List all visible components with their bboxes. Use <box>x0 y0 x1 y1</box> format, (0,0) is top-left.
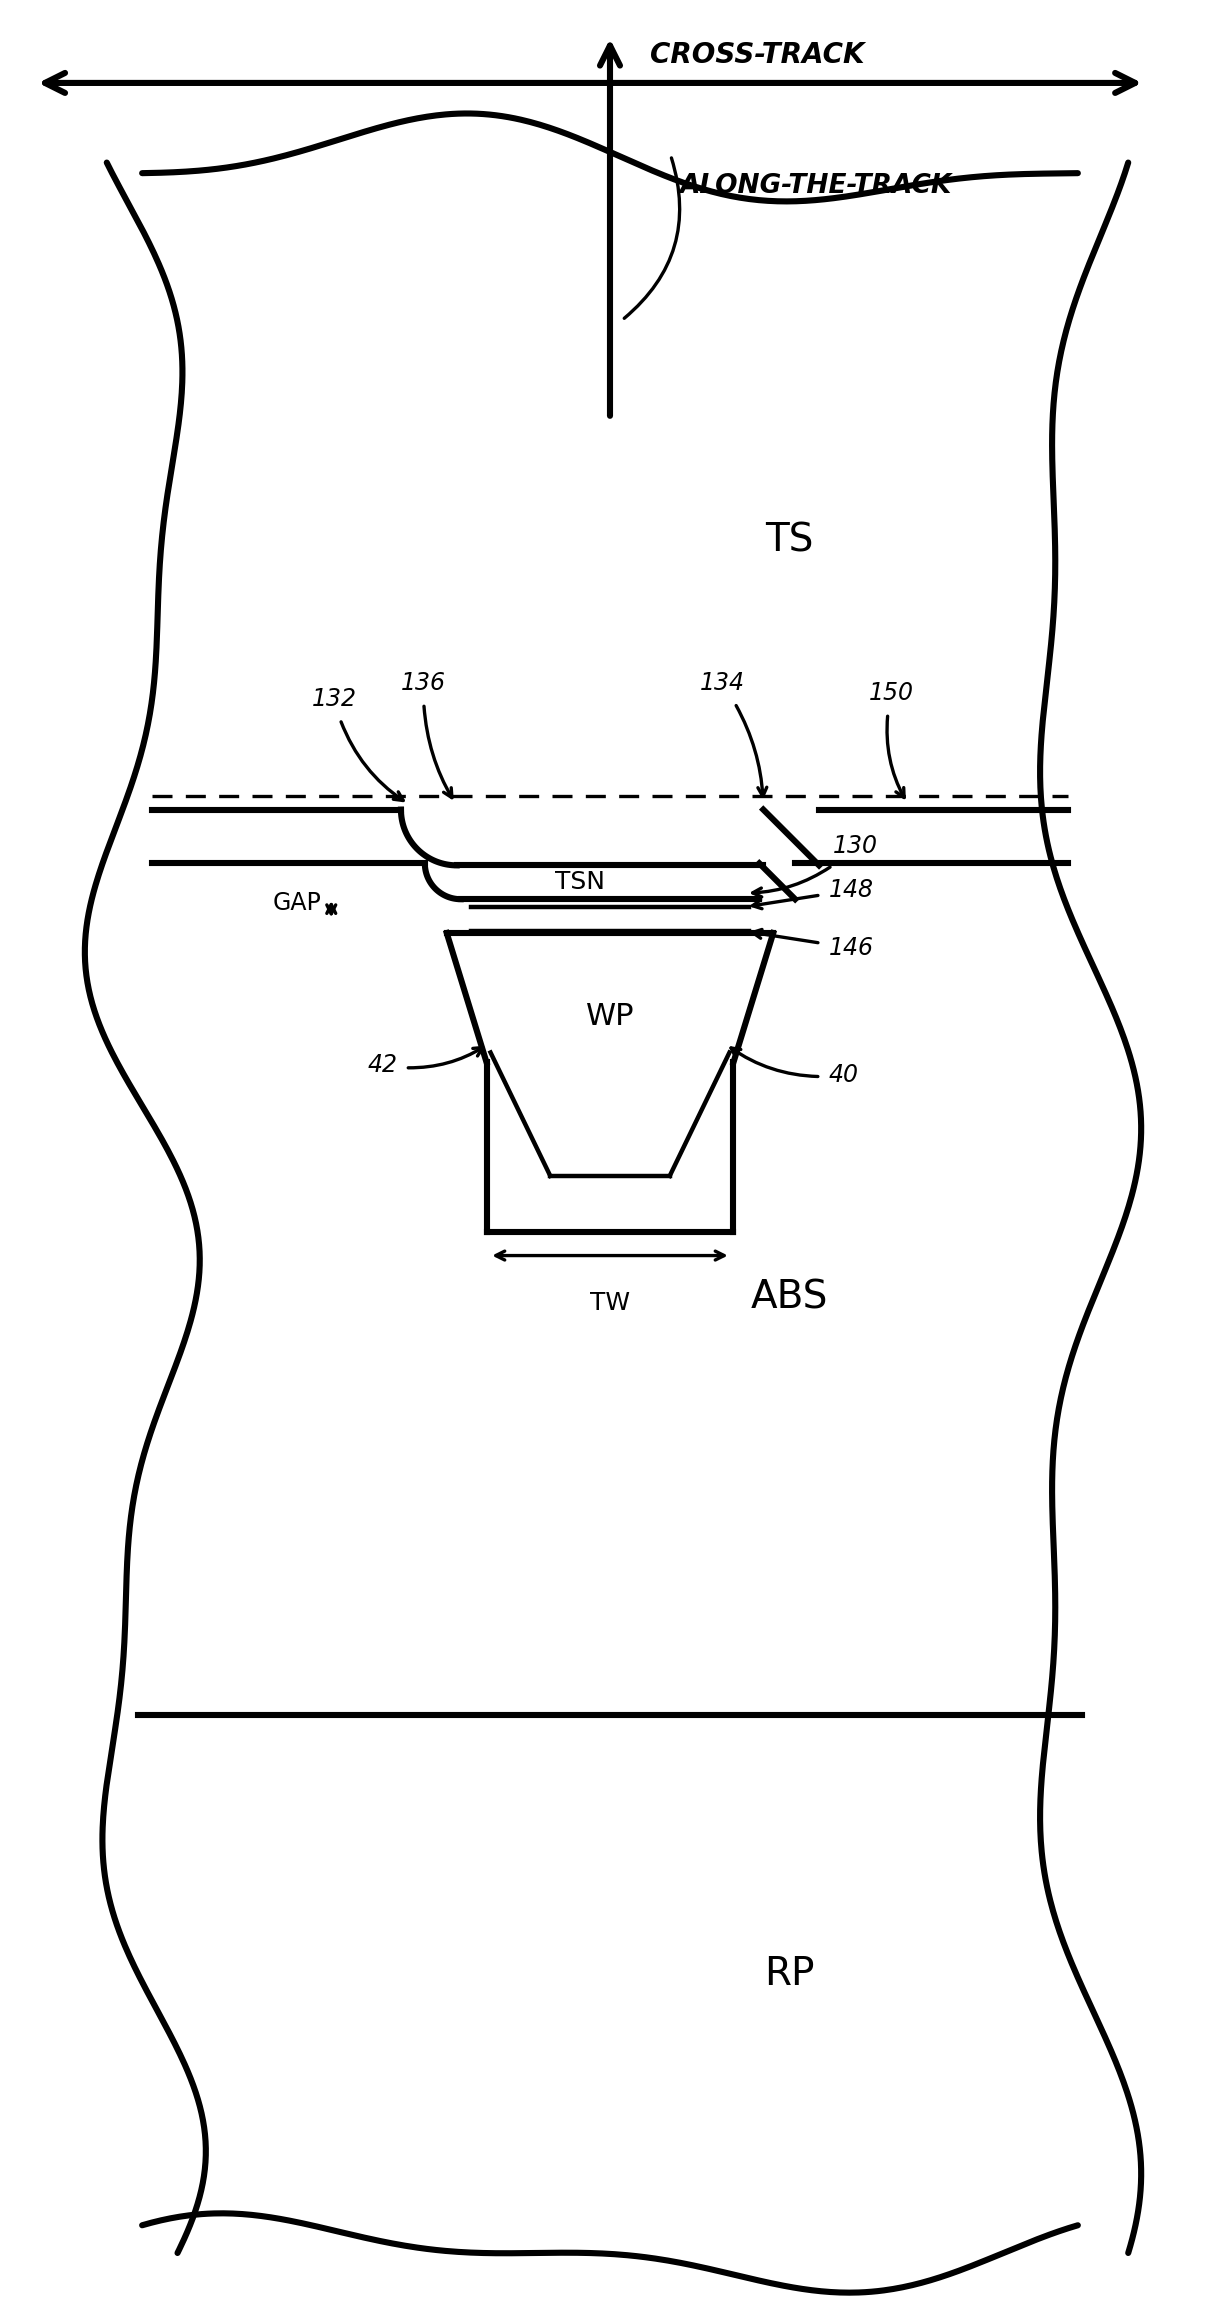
Text: 40: 40 <box>731 1048 859 1087</box>
Text: 134: 134 <box>699 672 767 797</box>
Text: TS: TS <box>765 522 814 561</box>
Text: 148: 148 <box>753 879 875 909</box>
Text: ABS: ABS <box>750 1277 828 1317</box>
Text: 132: 132 <box>312 686 403 800</box>
Text: GAP: GAP <box>273 890 322 916</box>
Text: RP: RP <box>764 1956 815 1993</box>
Text: ALONG-THE-TRACK: ALONG-THE-TRACK <box>680 172 952 199</box>
Text: 136: 136 <box>401 672 452 797</box>
Text: CROSS-TRACK: CROSS-TRACK <box>650 42 865 70</box>
Text: WP: WP <box>586 1001 635 1032</box>
Text: TW: TW <box>590 1291 630 1314</box>
Text: 42: 42 <box>367 1048 482 1078</box>
Text: 146: 146 <box>753 930 875 960</box>
Text: 130: 130 <box>753 834 878 897</box>
Text: 150: 150 <box>868 681 914 797</box>
Text: TSN: TSN <box>555 869 605 895</box>
